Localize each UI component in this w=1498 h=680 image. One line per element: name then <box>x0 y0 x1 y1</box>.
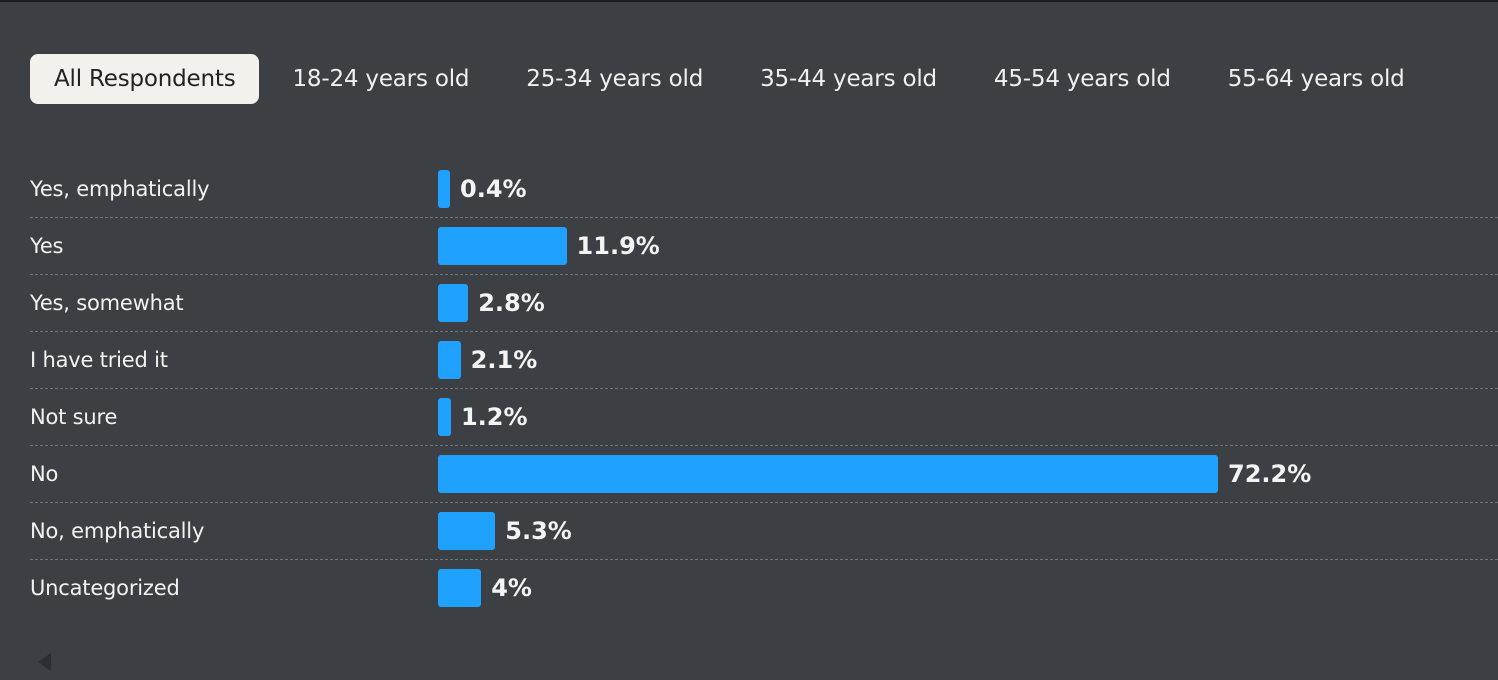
data-label: 0.4% <box>460 175 527 203</box>
chart-row: Yes, emphatically 0.4% <box>30 161 1498 218</box>
category-label: Not sure <box>30 405 118 429</box>
tab-55-64[interactable]: 55-64 years old <box>1227 66 1405 92</box>
bar <box>438 512 496 550</box>
chart-row: No 72.2% <box>30 446 1498 503</box>
bar <box>438 170 450 208</box>
bar <box>438 569 482 607</box>
data-label: 11.9% <box>576 232 660 260</box>
chart-row: Not sure 1.2% <box>30 389 1498 446</box>
category-label: No, emphatically <box>30 519 205 543</box>
bar <box>438 284 469 322</box>
segment-tabs: All Respondents 18-24 years old 25-34 ye… <box>30 54 1462 104</box>
chart-row: No, emphatically 5.3% <box>30 503 1498 560</box>
chart-row: Yes 11.9% <box>30 218 1498 275</box>
tab-35-44[interactable]: 35-44 years old <box>760 66 937 92</box>
category-label: I have tried it <box>30 348 168 372</box>
category-label: Yes <box>30 234 64 258</box>
data-label: 2.8% <box>478 289 545 317</box>
data-label: 2.1% <box>470 346 538 374</box>
category-label: Yes, emphatically <box>30 177 210 201</box>
top-border <box>0 0 1498 2</box>
bar <box>438 341 461 379</box>
data-label: 1.2% <box>460 403 528 431</box>
chart-row: I have tried it 2.1% <box>30 332 1498 389</box>
data-label: 4% <box>491 574 532 602</box>
triangle-left-icon[interactable] <box>38 653 51 671</box>
tab-all-respondents[interactable]: All Respondents <box>30 54 260 104</box>
chart-row: Uncategorized 4% <box>30 560 1498 617</box>
category-label: Uncategorized <box>30 576 180 600</box>
bar <box>438 227 567 265</box>
category-label: No <box>30 462 59 486</box>
tab-45-54[interactable]: 45-54 years old <box>993 66 1171 92</box>
bar <box>438 398 451 436</box>
data-label: 5.3% <box>505 517 572 545</box>
bar-chart: Yes, emphatically 0.4% Yes 11.9% Yes, somewh… <box>30 161 1498 617</box>
tab-18-24[interactable]: 18-24 years old <box>292 66 470 92</box>
chart-row: Yes, somewhat 2.8% <box>30 275 1498 332</box>
bar <box>438 455 1218 493</box>
tab-25-34[interactable]: 25-34 years old <box>526 66 704 92</box>
data-label: 72.2% <box>1228 460 1312 488</box>
category-label: Yes, somewhat <box>30 291 184 315</box>
